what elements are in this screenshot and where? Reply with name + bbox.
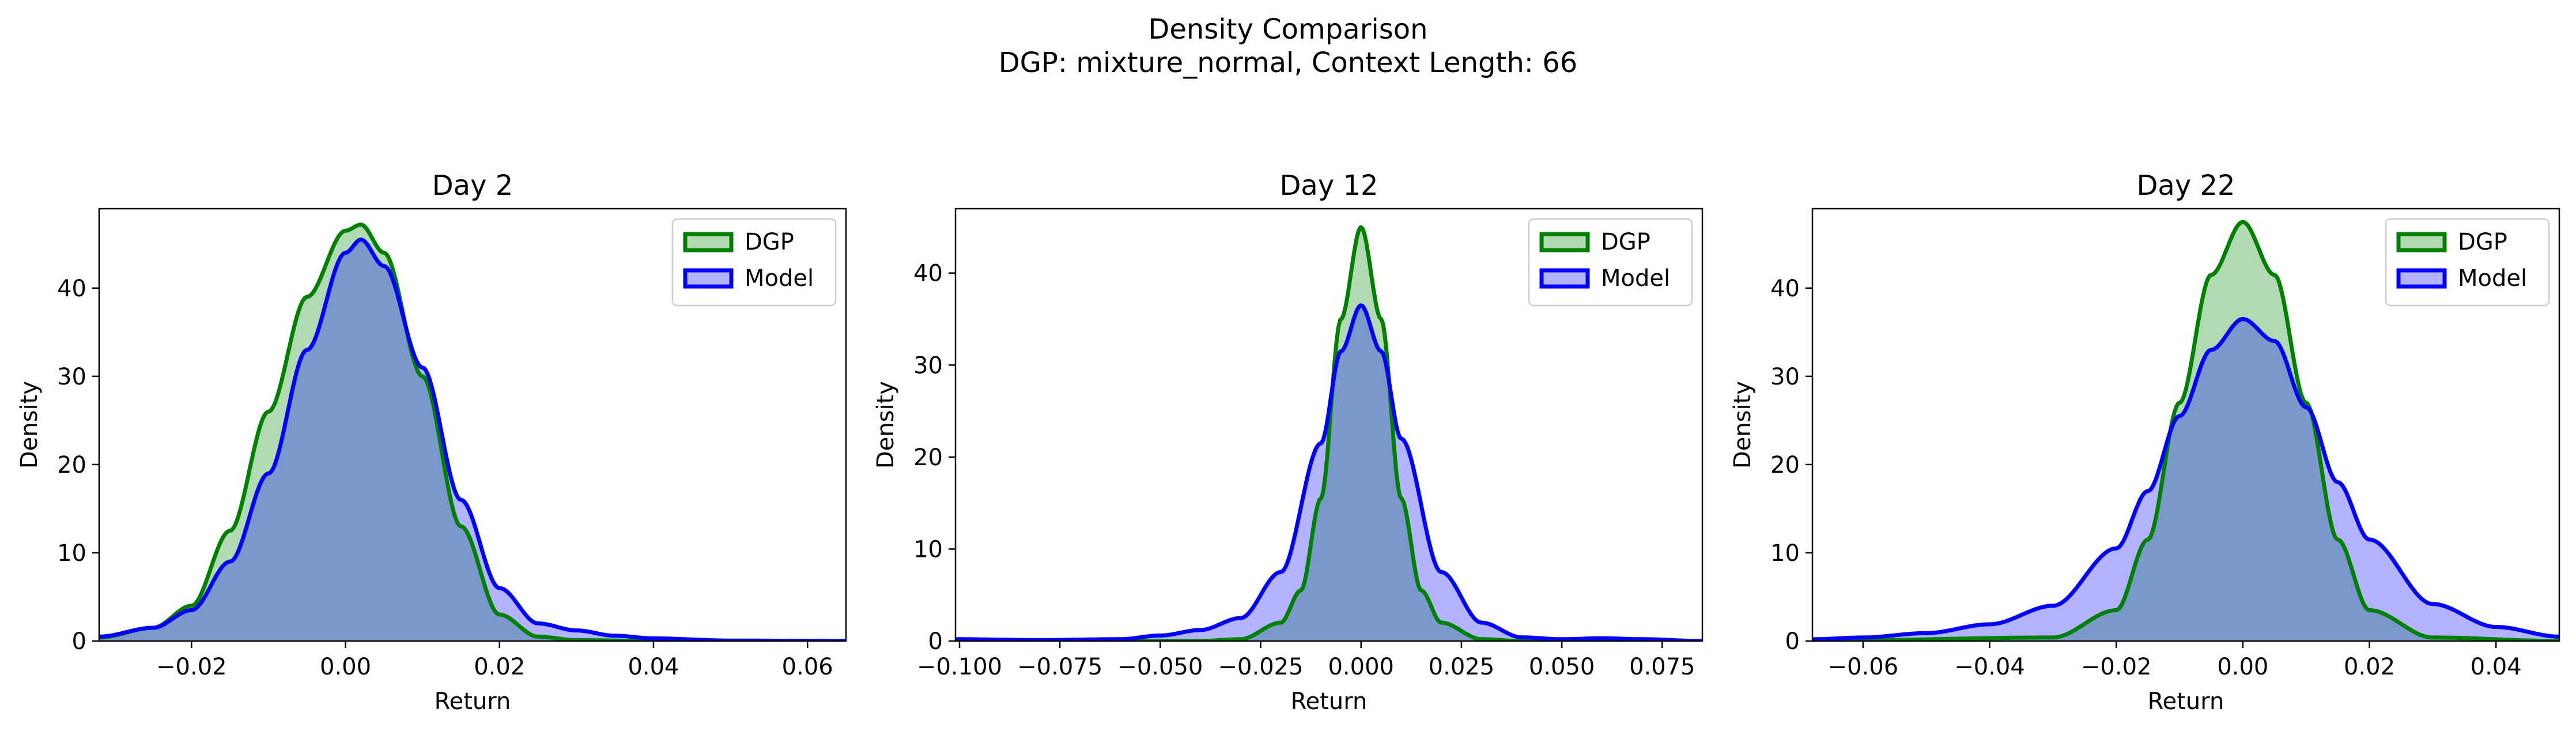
x-tick-label: 0.000: [1328, 654, 1394, 680]
chart-title: Day 22: [2136, 169, 2235, 202]
x-tick-label: 0.06: [782, 654, 833, 680]
legend-label-dgp: DGP: [745, 229, 794, 255]
suptitle-line-1: Density Comparison: [1148, 13, 1428, 46]
y-tick-label: 30: [57, 364, 86, 390]
x-axis-label: Return: [435, 688, 511, 715]
figure-suptitle: Density Comparison DGP: mixture_normal, …: [0, 13, 2576, 80]
x-tick-label: 0.00: [2217, 654, 2268, 680]
y-tick-label: 30: [913, 352, 943, 379]
x-tick-label: −0.06: [1828, 654, 1899, 680]
x-tick-label: 0.025: [1429, 654, 1495, 680]
y-tick-label: 40: [57, 276, 86, 302]
y-tick-label: 10: [913, 536, 943, 563]
x-tick-label: −0.075: [1017, 654, 1102, 680]
x-tick-label: 0.04: [628, 654, 679, 680]
x-tick-label: 0.00: [320, 654, 371, 680]
legend-swatch-dgp: [2396, 232, 2447, 252]
legend-label-model: Model: [745, 265, 814, 292]
axes-frame: [1811, 208, 2560, 642]
x-tick-label: 0.050: [1529, 654, 1595, 680]
y-tick-label: 30: [1770, 364, 1800, 390]
legend-swatch-model: [683, 268, 734, 289]
x-tick-label: −0.100: [917, 654, 1002, 680]
axes-frame: [954, 208, 1704, 642]
chart-panel-1: −0.02 0.00 0.02 0.04 0.06 0 10 20 30 40 Day 2 Retur…: [16, 169, 847, 715]
density-line-model: [1812, 316, 2559, 641]
legend-swatch-model: [1539, 268, 1590, 289]
density-line-model: [955, 303, 1702, 641]
y-axis-label: Density: [872, 381, 899, 469]
y-tick-label: 0: [72, 628, 86, 655]
x-tick-label: 0.02: [474, 654, 525, 680]
legend-swatch-dgp: [1539, 232, 1590, 252]
legend-label-model: Model: [1601, 265, 1670, 292]
y-tick-label: 0: [1785, 628, 1800, 655]
y-tick-label: 40: [1770, 276, 1800, 302]
x-tick-label: −0.025: [1218, 654, 1304, 680]
y-axis-label: Density: [1729, 381, 1756, 469]
legend-label-dgp: DGP: [1601, 229, 1650, 255]
x-tick-label: −0.02: [2081, 654, 2152, 680]
density-line-dgp: [1812, 220, 2559, 641]
density-overlap-fill: [99, 239, 846, 641]
y-tick-label: 20: [1770, 452, 1800, 478]
y-tick-label: 40: [913, 261, 943, 287]
x-tick-label: 0.02: [2344, 654, 2395, 680]
legend-label-model: Model: [2458, 265, 2527, 292]
density-line-dgp: [99, 223, 846, 641]
legend-swatch-dgp: [683, 232, 734, 252]
x-axis-label: Return: [1291, 688, 1368, 715]
y-tick-label: 0: [928, 628, 943, 655]
legend: DGP Model: [1528, 218, 1693, 307]
legend: DGP Model: [2385, 218, 2550, 307]
y-tick-label: 20: [57, 452, 86, 478]
chart-panel-2: −0.100 −0.075 −0.050 −0.025 0.000 0.025 0.050 0…: [872, 169, 1704, 715]
legend: DGP Model: [671, 218, 837, 307]
legend-swatch-model: [2396, 268, 2447, 289]
density-layers: [1812, 220, 2559, 641]
chart-panel-3: −0.06 −0.04 −0.02 0.00 0.02 0.04 0 10 20 30 40 Day …: [1729, 169, 2560, 715]
density-line-dgp: [955, 225, 1702, 641]
x-tick-label: −0.050: [1117, 654, 1203, 680]
y-tick-label: 20: [913, 444, 943, 471]
x-tick-label: −0.02: [156, 654, 227, 680]
density-overlap-fill: [955, 305, 1702, 641]
x-tick-label: 0.075: [1629, 654, 1695, 680]
legend-label-dgp: DGP: [2458, 229, 2507, 255]
x-tick-label: 0.04: [2471, 654, 2522, 680]
density-layers: [955, 225, 1702, 641]
y-tick-label: 10: [1770, 540, 1800, 567]
density-overlap-fill: [1812, 319, 2559, 641]
x-tick-label: −0.04: [1954, 654, 2025, 680]
y-axis-label: Density: [16, 381, 43, 469]
chart-title: Day 12: [1279, 169, 1378, 202]
chart-title: Day 2: [432, 169, 513, 202]
x-axis-label: Return: [2148, 688, 2224, 715]
suptitle-line-2: DGP: mixture_normal, Context Length: 66: [998, 47, 1578, 79]
axes-frame: [98, 208, 847, 642]
y-tick-label: 10: [57, 540, 86, 567]
